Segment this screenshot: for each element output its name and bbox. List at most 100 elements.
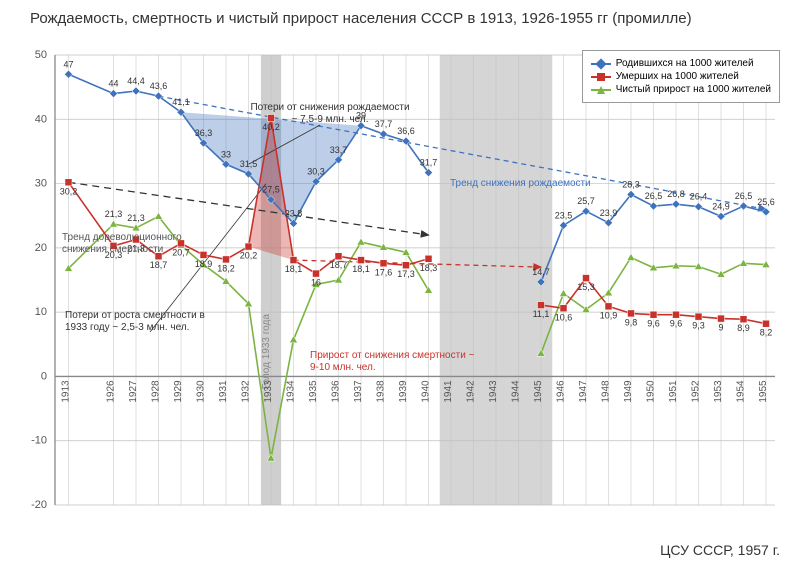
legend-marker-increase xyxy=(597,86,605,94)
svg-text:30: 30 xyxy=(35,178,47,190)
svg-text:36,6: 36,6 xyxy=(397,126,415,136)
svg-text:28,3: 28,3 xyxy=(622,180,640,190)
svg-text:44: 44 xyxy=(108,79,118,89)
legend-deaths: Умерших на 1000 жителей xyxy=(591,71,771,82)
svg-text:23,8: 23,8 xyxy=(285,208,303,218)
legend-label-deaths: Умерших на 1000 жителей xyxy=(616,71,739,82)
svg-text:1939: 1939 xyxy=(398,380,409,403)
svg-text:1943: 1943 xyxy=(488,380,499,403)
annot-mortality-gain: Прирост от снижения смертности ~ 9-10 мл… xyxy=(310,350,480,374)
svg-text:1940: 1940 xyxy=(421,380,432,403)
svg-text:1947: 1947 xyxy=(578,380,589,403)
svg-text:-20: -20 xyxy=(31,499,47,511)
svg-text:1946: 1946 xyxy=(556,380,567,403)
svg-text:1948: 1948 xyxy=(601,380,612,403)
legend: Родившихся на 1000 жителей Умерших на 10… xyxy=(582,50,780,103)
legend-marker-deaths xyxy=(597,73,605,81)
svg-text:1935: 1935 xyxy=(308,380,319,403)
svg-text:1934: 1934 xyxy=(286,380,297,403)
svg-text:26,5: 26,5 xyxy=(735,191,753,201)
svg-text:15,3: 15,3 xyxy=(577,282,595,292)
svg-text:1952: 1952 xyxy=(691,380,702,403)
legend-births: Родившихся на 1000 жителей xyxy=(591,58,771,69)
svg-text:8,2: 8,2 xyxy=(760,328,773,338)
svg-text:1926: 1926 xyxy=(106,380,117,403)
svg-text:1931: 1931 xyxy=(218,380,229,403)
annot-death-loss: Потери от роста смертности в 1933 году ~… xyxy=(65,310,225,334)
svg-text:26,4: 26,4 xyxy=(690,192,708,202)
svg-text:44,4: 44,4 xyxy=(127,76,145,86)
chart-container: Рождаемость, смертность и чистый прирост… xyxy=(0,0,800,566)
svg-text:1938: 1938 xyxy=(376,380,387,403)
svg-text:1927: 1927 xyxy=(128,380,139,403)
svg-text:31,5: 31,5 xyxy=(240,159,258,169)
svg-text:26,8: 26,8 xyxy=(667,189,685,199)
legend-label-increase: Чистый прирост на 1000 жителей xyxy=(616,84,771,95)
svg-text:1950: 1950 xyxy=(646,380,657,403)
svg-text:9,6: 9,6 xyxy=(647,319,660,329)
svg-text:33,7: 33,7 xyxy=(330,145,348,155)
svg-text:18,2: 18,2 xyxy=(217,263,235,273)
svg-text:1945: 1945 xyxy=(533,380,544,403)
svg-text:16: 16 xyxy=(311,278,321,288)
svg-text:1928: 1928 xyxy=(151,380,162,403)
svg-text:14,7: 14,7 xyxy=(532,267,550,277)
svg-text:25,6: 25,6 xyxy=(757,197,775,207)
svg-text:20: 20 xyxy=(35,242,47,254)
svg-text:23,5: 23,5 xyxy=(555,210,573,220)
svg-text:21,3: 21,3 xyxy=(127,213,145,223)
svg-text:1949: 1949 xyxy=(623,380,634,403)
svg-text:Голод 1933 года: Голод 1933 года xyxy=(261,314,272,390)
svg-text:9: 9 xyxy=(718,323,723,333)
svg-text:18,1: 18,1 xyxy=(285,264,303,274)
svg-text:25,7: 25,7 xyxy=(577,196,595,206)
svg-text:18,1: 18,1 xyxy=(352,264,370,274)
svg-text:41,1: 41,1 xyxy=(172,97,190,107)
svg-text:9,8: 9,8 xyxy=(625,317,638,327)
annot-mortality-prerev: Тренд дореволюционного снижения смертнос… xyxy=(62,232,202,256)
svg-text:10,9: 10,9 xyxy=(600,310,618,320)
svg-text:1953: 1953 xyxy=(713,380,724,403)
source-label: ЦСУ СССР, 1957 г. xyxy=(660,542,780,558)
svg-text:26,5: 26,5 xyxy=(645,191,663,201)
svg-text:11,1: 11,1 xyxy=(533,309,550,319)
svg-text:1951: 1951 xyxy=(668,380,679,403)
svg-text:10,6: 10,6 xyxy=(555,312,573,322)
svg-text:1954: 1954 xyxy=(736,380,747,403)
legend-marker-births xyxy=(595,58,606,69)
svg-text:1933: 1933 xyxy=(263,380,274,403)
annot-birth-trend: Тренд снижения рождаемости xyxy=(450,178,591,190)
svg-text:27,5: 27,5 xyxy=(262,185,280,195)
svg-text:8,9: 8,9 xyxy=(737,323,750,333)
svg-text:18,7: 18,7 xyxy=(150,260,168,270)
svg-text:1955: 1955 xyxy=(758,380,769,403)
svg-text:36,3: 36,3 xyxy=(195,128,213,138)
svg-text:18,3: 18,3 xyxy=(420,263,438,273)
svg-text:24,9: 24,9 xyxy=(712,201,730,211)
svg-text:31,7: 31,7 xyxy=(420,158,438,168)
svg-text:1941: 1941 xyxy=(443,380,454,403)
svg-text:20,2: 20,2 xyxy=(240,251,258,261)
svg-text:9,6: 9,6 xyxy=(670,319,683,329)
legend-increase: Чистый прирост на 1000 жителей xyxy=(591,84,771,95)
svg-text:30,3: 30,3 xyxy=(307,167,325,177)
svg-text:21,3: 21,3 xyxy=(105,209,123,219)
svg-text:1913: 1913 xyxy=(61,380,72,403)
svg-text:18,7: 18,7 xyxy=(330,260,348,270)
svg-text:18,9: 18,9 xyxy=(195,259,213,269)
svg-text:1932: 1932 xyxy=(241,380,252,403)
svg-text:1929: 1929 xyxy=(173,380,184,403)
svg-text:1930: 1930 xyxy=(196,380,207,403)
annot-birth-loss: Потери от снижения рождаемости ~ 7,5-9 м… xyxy=(250,102,410,126)
svg-text:1936: 1936 xyxy=(331,380,342,403)
svg-text:47: 47 xyxy=(63,59,73,69)
svg-text:30,2: 30,2 xyxy=(60,186,78,196)
svg-text:23,9: 23,9 xyxy=(600,208,618,218)
svg-text:33: 33 xyxy=(221,149,231,159)
svg-text:10: 10 xyxy=(35,306,47,318)
svg-text:-10: -10 xyxy=(31,435,47,447)
svg-text:17,6: 17,6 xyxy=(375,267,393,277)
svg-text:1942: 1942 xyxy=(466,380,477,403)
legend-label-births: Родившихся на 1000 жителей xyxy=(616,58,754,69)
svg-text:1937: 1937 xyxy=(353,380,364,403)
